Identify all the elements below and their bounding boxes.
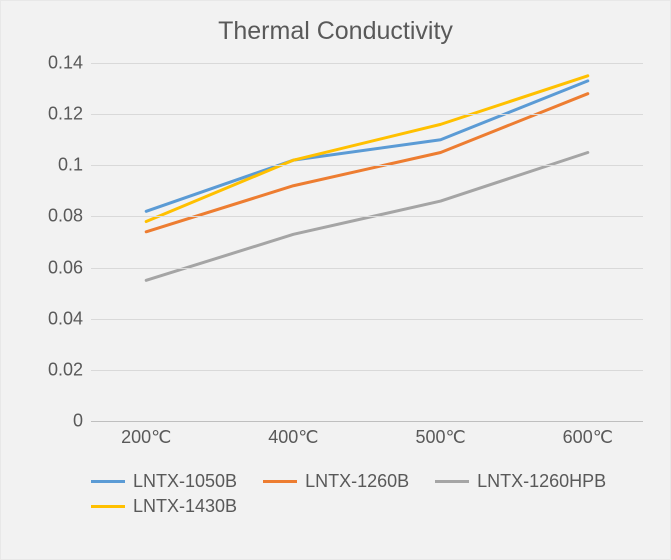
legend-swatch [91, 505, 125, 508]
gridline [91, 268, 643, 269]
chart-title: Thermal Conductivity [11, 17, 660, 46]
y-tick-label: 0.14 [48, 53, 91, 74]
series-line [146, 81, 588, 211]
y-tick-label: 0.08 [48, 206, 91, 227]
legend: LNTX-1050B LNTX-1260B LNTX-1260HPB LNTX-143… [1, 471, 670, 521]
gridline [91, 319, 643, 320]
y-tick-label: 0.06 [48, 257, 91, 278]
series-svg [91, 63, 643, 421]
gridline [91, 114, 643, 115]
plot-area: 00.020.040.060.080.10.120.14200℃400℃500℃… [91, 63, 643, 421]
y-tick-label: 0.1 [58, 155, 91, 176]
legend-label: LNTX-1430B [133, 496, 237, 517]
chart-container: Thermal Conductivity 00.020.040.060.080.… [0, 0, 671, 560]
y-tick-label: 0.12 [48, 104, 91, 125]
legend-item: LNTX-1050B [91, 471, 237, 492]
legend-label: LNTX-1050B [133, 471, 237, 492]
y-tick-label: 0.02 [48, 359, 91, 380]
y-tick-label: 0 [73, 411, 91, 432]
legend-swatch [91, 480, 125, 483]
x-tick-label: 200℃ [121, 421, 171, 448]
x-tick-label: 400℃ [268, 421, 318, 448]
x-tick-label: 500℃ [415, 421, 465, 448]
x-tick-label: 600℃ [563, 421, 613, 448]
y-tick-label: 0.04 [48, 308, 91, 329]
legend-label: LNTX-1260B [305, 471, 409, 492]
legend-item: LNTX-1260B [263, 471, 409, 492]
gridline [91, 421, 643, 422]
legend-swatch [435, 480, 469, 483]
gridline [91, 370, 643, 371]
legend-item: LNTX-1430B [91, 496, 237, 517]
gridline [91, 165, 643, 166]
legend-swatch [263, 480, 297, 483]
gridline [91, 63, 643, 64]
legend-item: LNTX-1260HPB [435, 471, 606, 492]
gridline [91, 216, 643, 217]
legend-label: LNTX-1260HPB [477, 471, 606, 492]
